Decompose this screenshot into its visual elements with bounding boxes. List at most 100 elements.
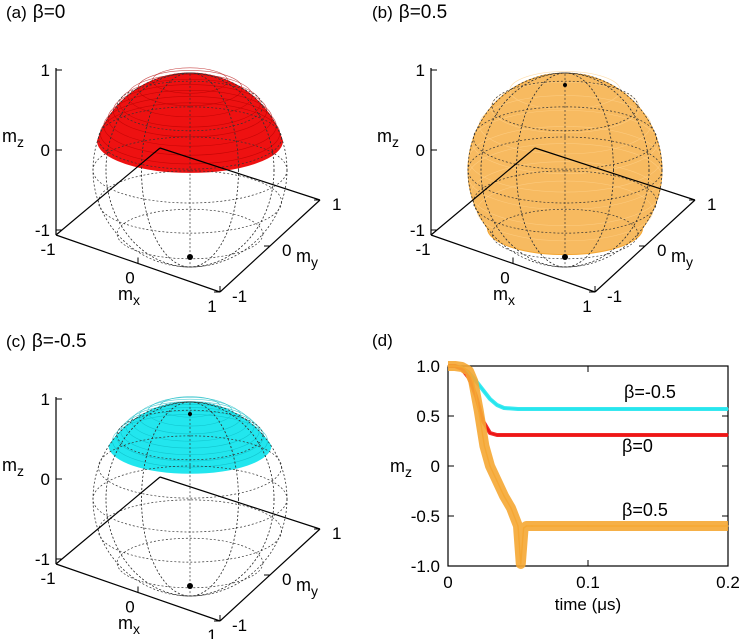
sphere-parallel-b (467, 136, 663, 204)
series-point-2 (517, 525, 519, 527)
left-edge-a (55, 147, 161, 236)
series-point-1 (503, 434, 505, 436)
series-point-2 (727, 525, 729, 527)
series-point-2 (520, 563, 522, 565)
x-tick-label-c: 0 (125, 598, 134, 617)
x-tick-label-a: -1 (40, 240, 55, 259)
x-axis-label: time (μs) (555, 595, 621, 614)
series-point-0 (496, 404, 498, 406)
series-point-0 (531, 408, 533, 410)
sphere-panel-a: 1 0 -1 mz -1 0 1 mx -1 0 1 my (2, 61, 341, 316)
series-point-1 (496, 434, 498, 436)
series-point-0 (657, 408, 659, 410)
x-tick-label: 0.1 (576, 573, 600, 592)
z-tick-label-b: 0 (416, 141, 425, 160)
north-pole-c (188, 412, 192, 416)
series-point-2 (587, 525, 589, 527)
my-label-a: my (296, 246, 318, 270)
sphere-meridian-a (105, 72, 275, 268)
z-tick-label-c: 0 (41, 470, 50, 489)
my-label-b: my (671, 246, 693, 270)
mx-label-a: mx (118, 284, 140, 308)
series-2 (447, 361, 729, 569)
panel-a-label: (a) (6, 3, 27, 22)
trajectory-orbit-c-5 (125, 404, 255, 449)
x-tick-label-a: 1 (207, 297, 216, 316)
back-edge-c (159, 476, 321, 530)
y-tick-label-b: 1 (707, 195, 716, 214)
mz-label-c: mz (2, 455, 24, 479)
trajectory-orbit-c-3 (138, 398, 242, 435)
y-tick-label: 1.0 (416, 357, 440, 376)
x-tick-label-a: 0 (125, 269, 134, 288)
mx-label-c: mx (118, 613, 140, 637)
series-point-1 (657, 434, 659, 436)
z-tick-label-b: -1 (410, 221, 425, 240)
series-line-0 (448, 365, 728, 410)
z-tick-label-b: 1 (416, 61, 425, 80)
sphere-parallel-a (116, 80, 264, 132)
series-point-2 (468, 370, 470, 372)
series-point-0 (482, 389, 484, 391)
back-edge-a (159, 147, 321, 201)
y-tick-label: 0.5 (416, 407, 440, 426)
series-label-1: β=0 (622, 436, 653, 456)
series-point-2 (503, 495, 505, 497)
trajectory-cap-a (96, 72, 284, 173)
series-point-0 (587, 408, 589, 410)
left-edge-b (430, 147, 536, 236)
x-tick-label-c: -1 (40, 569, 55, 588)
sphere-parallel-b (473, 106, 657, 170)
y-axis-label: mz (390, 456, 412, 480)
series-point-2 (472, 380, 474, 382)
series-point-2 (496, 480, 498, 482)
y-tick-label-c: -1 (232, 616, 247, 635)
sphere-parallel-a (98, 170, 282, 234)
series-point-2 (454, 365, 456, 367)
left-edge-c (55, 476, 161, 565)
series-label-2: β=0.5 (622, 500, 668, 520)
sphere-parallel-c (98, 499, 282, 563)
series-point-2 (447, 365, 449, 367)
sphere-meridian-b (516, 72, 614, 268)
y-tick-label: -1.0 (411, 557, 440, 576)
y-tick-label-c: 0 (282, 570, 291, 589)
sphere-parallel-c (98, 435, 282, 499)
panel-c-beta: β=-0.5 (31, 331, 87, 352)
sphere-meridian-c (105, 401, 275, 597)
series-label-0: β=-0.5 (624, 382, 676, 402)
panel-c-title: (c) β=-0.5 (6, 331, 87, 353)
sphere-parallel-c (116, 409, 264, 461)
series-point-2 (461, 366, 463, 368)
sphere-meridian-a (141, 72, 239, 268)
series-point-0 (503, 407, 505, 409)
south-pole-b (562, 254, 568, 260)
sphere-panel-c: 1 0 -1 mz -1 0 1 mx -1 0 1 my (2, 390, 341, 639)
series-point-1 (727, 434, 729, 436)
panel-a-beta: β=0 (32, 2, 66, 23)
sphere-parallel-a (92, 136, 288, 204)
panel-d-label: (d) (372, 331, 393, 350)
trajectory-orbit-c-4 (131, 401, 249, 442)
sphere-parallel-a (98, 106, 282, 170)
sphere-parallel-b (473, 170, 657, 234)
z-tick-label-a: 1 (41, 61, 50, 80)
series-point-1 (587, 434, 589, 436)
x-tick-label-b: 1 (582, 297, 591, 316)
z-tick-label-c: -1 (35, 550, 50, 569)
sphere-parallel-c (92, 465, 288, 533)
panel-c-label: (c) (6, 332, 26, 351)
series-band-0 (448, 364, 728, 411)
y-tick-label: 0 (431, 457, 440, 476)
mx-label-b: mx (493, 284, 515, 308)
series-point-2 (489, 465, 491, 467)
series-point-0 (489, 398, 491, 400)
mz-label-a: mz (2, 126, 24, 150)
trajectory-orbit-a-7 (103, 96, 277, 156)
back-edge-b (534, 147, 696, 201)
y-tick-label-c: 1 (332, 524, 341, 543)
series-point-2 (510, 507, 512, 509)
z-tick-label-a: 0 (41, 141, 50, 160)
y-tick-label-b: 0 (657, 241, 666, 260)
